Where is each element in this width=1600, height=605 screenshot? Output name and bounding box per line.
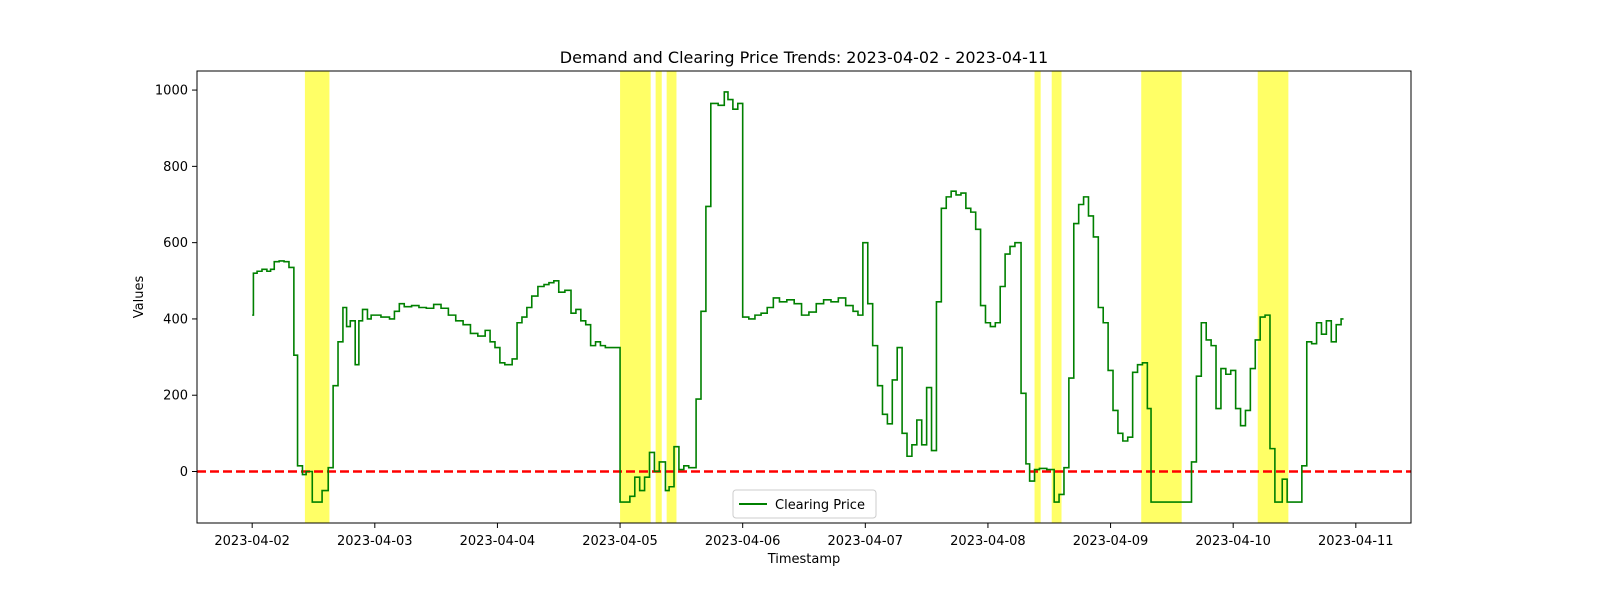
y-tick-label: 800 xyxy=(163,160,188,175)
highlight-span xyxy=(666,71,677,523)
x-tick-label: 2023-04-05 xyxy=(582,534,658,549)
highlight-span xyxy=(655,71,662,523)
highlight-span xyxy=(1051,71,1062,523)
series-layer xyxy=(252,91,1344,503)
highlight-span xyxy=(1141,71,1182,523)
plot-frame xyxy=(196,70,1412,524)
x-tick-label: 2023-04-02 xyxy=(214,534,290,549)
x-tick-label: 2023-04-11 xyxy=(1318,534,1394,549)
x-axis-label: Timestamp xyxy=(767,552,841,567)
y-tick-label: 0 xyxy=(180,465,188,480)
highlight-span xyxy=(1257,71,1289,523)
x-tick-label: 2023-04-04 xyxy=(460,534,536,549)
x-tick-label: 2023-04-07 xyxy=(828,534,904,549)
chart-title: Demand and Clearing Price Trends: 2023-0… xyxy=(560,48,1048,67)
highlight-span xyxy=(620,71,651,523)
x-tick-label: 2023-04-03 xyxy=(337,534,413,549)
y-axis-ticks: 0 200 400 600 800 1000 xyxy=(155,84,197,480)
series-line-clearing-price xyxy=(252,91,1344,503)
y-axis-label: Values xyxy=(132,276,147,319)
y-tick-label: 400 xyxy=(163,312,188,327)
y-tick-label: 600 xyxy=(163,236,188,251)
x-axis-ticks: 2023-04-02 2023-04-03 2023-04-04 2023-04-05… xyxy=(214,523,1394,549)
x-tick-label: 2023-04-09 xyxy=(1073,534,1149,549)
highlight-span xyxy=(1034,71,1041,523)
x-tick-label: 2023-04-08 xyxy=(950,534,1026,549)
x-tick-label: 2023-04-06 xyxy=(705,534,781,549)
legend-label: Clearing Price xyxy=(775,498,865,513)
y-tick-label: 1000 xyxy=(155,84,188,99)
legend-box xyxy=(732,489,877,519)
highlight-layer xyxy=(304,71,1289,523)
x-tick-label: 2023-04-10 xyxy=(1195,534,1271,549)
y-tick-label: 200 xyxy=(163,389,188,404)
legend: Clearing Price xyxy=(732,489,877,519)
highlight-span xyxy=(304,71,330,523)
